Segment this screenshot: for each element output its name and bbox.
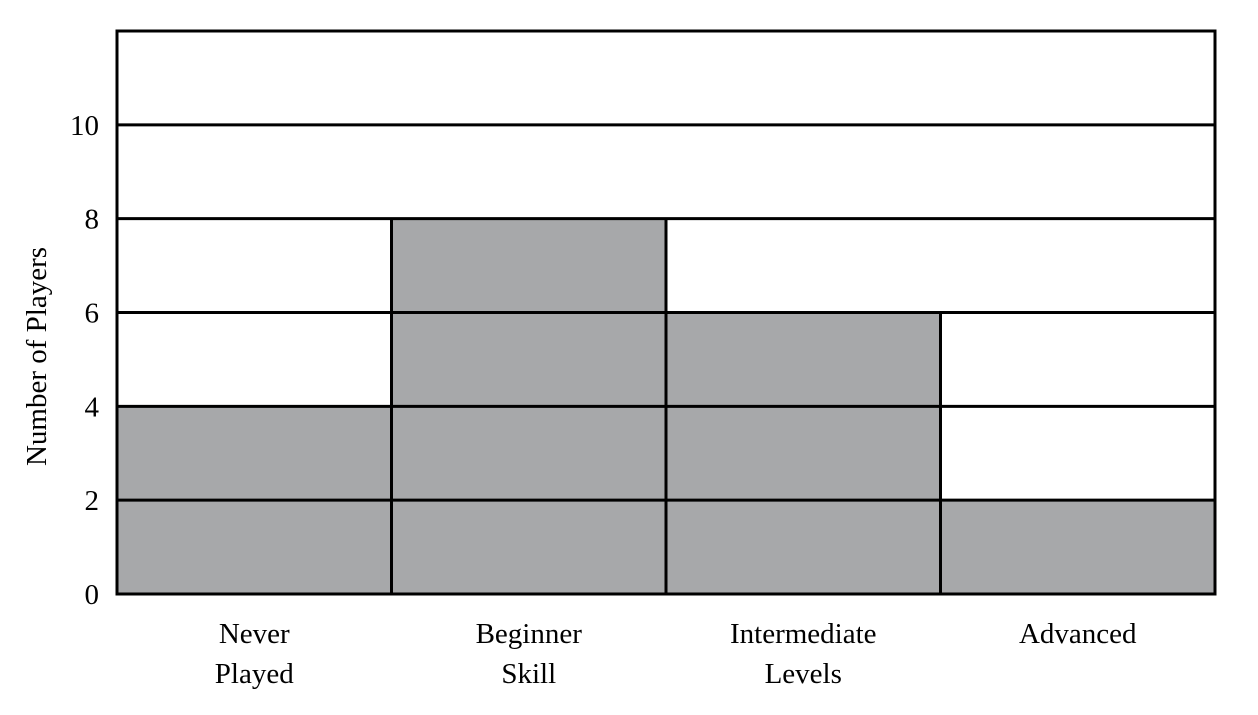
category-labels: Never Played Beginner Skill Intermediate Leve… <box>215 618 1137 690</box>
category-label-line: Played <box>215 658 294 690</box>
category-label-line: Intermediate <box>730 618 877 650</box>
category-label-line: Never <box>219 618 290 650</box>
category-label-line: Advanced <box>1019 618 1137 650</box>
y-axis-title: Number of Players <box>21 247 53 466</box>
plot-frame <box>115 29 1217 596</box>
category-dividers <box>390 218 942 594</box>
bar <box>940 500 1215 594</box>
y-tick-label: 0 <box>85 579 100 611</box>
category-label: Never Played <box>215 618 294 690</box>
category-label: Beginner Skill <box>476 618 583 690</box>
category-label-line: Beginner <box>476 618 583 650</box>
category-label: Intermediate Levels <box>730 618 877 690</box>
y-tick-label: 8 <box>85 204 100 236</box>
category-label-line: Levels <box>765 658 842 690</box>
y-tick-label: 2 <box>85 485 100 517</box>
category-label-line: Skill <box>501 658 556 690</box>
category-label: Advanced <box>1019 618 1137 650</box>
y-tick-label: 6 <box>85 298 100 330</box>
y-tick-labels: 0 2 4 6 8 10 <box>70 110 100 611</box>
bar <box>666 312 941 594</box>
y-tick-label: 4 <box>85 391 100 423</box>
y-tick-label: 10 <box>70 110 99 142</box>
